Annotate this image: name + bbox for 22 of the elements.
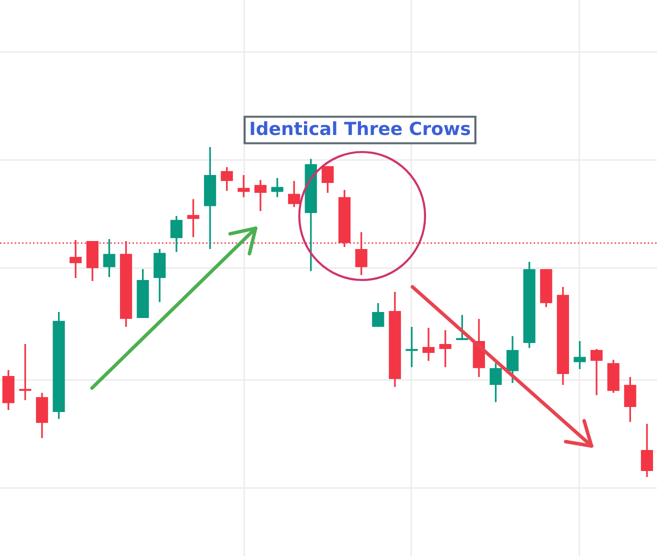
candlestick — [170, 215, 182, 253]
candlestick — [322, 165, 334, 194]
candlestick — [103, 238, 116, 278]
candlestick — [187, 198, 200, 238]
candlestick — [640, 423, 654, 478]
candlestick — [288, 180, 300, 208]
candlestick — [406, 326, 418, 368]
candlestick — [506, 335, 519, 384]
candlestick — [422, 327, 435, 362]
candlestick — [624, 376, 636, 423]
candlestick — [355, 231, 368, 276]
candlestick — [19, 343, 32, 401]
candlestick — [574, 340, 586, 370]
candlestick — [372, 302, 384, 328]
candlestick — [254, 179, 267, 212]
candlestick — [590, 348, 603, 396]
candlestick — [271, 177, 284, 198]
candlestick — [220, 166, 233, 192]
candlestick — [439, 329, 452, 368]
candlestick — [490, 362, 502, 403]
candlestick — [238, 174, 250, 198]
text: Identical Three Crows — [250, 121, 470, 136]
